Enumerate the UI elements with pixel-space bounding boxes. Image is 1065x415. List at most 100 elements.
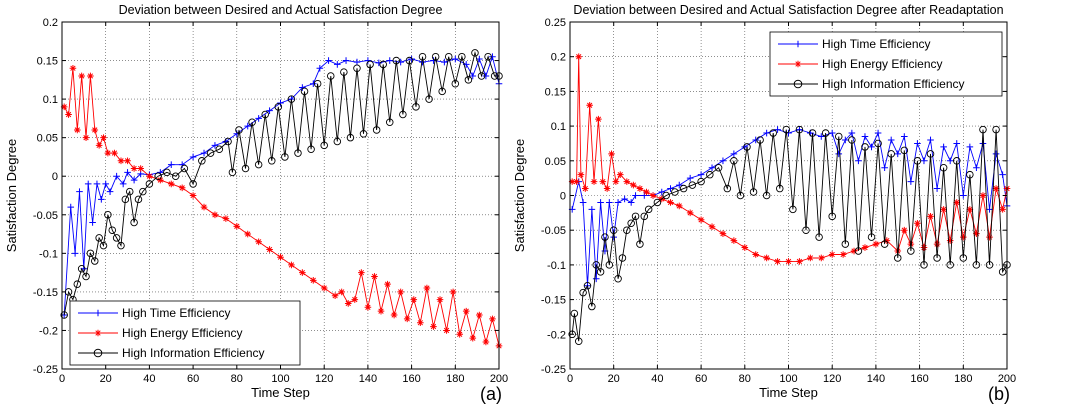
data-point	[730, 237, 738, 244]
series-line	[63, 55, 500, 316]
x-tick-label: 60	[187, 373, 199, 385]
data-point	[697, 171, 705, 178]
legend-entry: High Information Efficiency	[122, 346, 265, 360]
data-point	[340, 68, 348, 76]
legend-marker	[793, 79, 803, 89]
data-point	[959, 254, 968, 262]
data-point	[125, 187, 134, 196]
data-point	[384, 280, 391, 288]
x-tick-label: 0	[59, 373, 65, 385]
data-point	[353, 64, 361, 73]
data-point	[979, 192, 987, 199]
data-point	[451, 79, 460, 88]
data-point	[973, 230, 980, 237]
data-point	[93, 180, 101, 188]
series-line	[571, 129, 1008, 342]
data-point	[675, 202, 683, 210]
data-point	[881, 164, 888, 172]
data-point	[855, 157, 862, 165]
data-point	[985, 261, 994, 269]
data-point	[581, 185, 589, 192]
data-point	[901, 226, 908, 234]
y-tick-label: 0.2	[551, 52, 566, 64]
data-point	[741, 244, 749, 251]
data-point	[946, 237, 954, 244]
data-point	[163, 168, 171, 177]
data-point	[999, 206, 1006, 213]
data-point	[998, 268, 1007, 276]
data-point	[835, 132, 843, 141]
data-point	[418, 52, 427, 61]
x-tick-label: 20	[608, 373, 620, 385]
data-point	[255, 115, 262, 122]
data-point	[719, 157, 727, 165]
data-point	[960, 233, 967, 241]
data-point	[228, 168, 237, 177]
data-point	[342, 57, 350, 64]
data-point	[309, 80, 317, 87]
data-point	[763, 129, 770, 137]
data-point	[452, 55, 459, 63]
data-point	[167, 180, 175, 188]
y-tick-label: 0	[560, 191, 566, 203]
data-point	[927, 136, 934, 144]
data-point	[320, 141, 328, 150]
data-point	[178, 184, 186, 192]
data-point	[78, 72, 85, 80]
data-point	[130, 176, 138, 184]
x-axis-label: Time Step	[759, 385, 818, 400]
x-tick-label: 40	[651, 373, 663, 385]
data-point	[828, 129, 836, 137]
data-point	[235, 126, 243, 134]
data-point	[880, 240, 889, 248]
data-point	[438, 87, 446, 96]
data-point	[802, 226, 810, 234]
panel-label: (a)	[480, 384, 502, 404]
data-point	[112, 234, 121, 242]
data-point	[482, 338, 490, 346]
data-point	[104, 149, 112, 157]
chart-title: Deviation between Desired and Actual Sat…	[119, 3, 443, 17]
data-point	[708, 223, 716, 231]
legend: High Time Efficiency High Energy Efficien…	[769, 31, 1003, 97]
data-point	[111, 149, 118, 157]
data-point	[762, 191, 771, 200]
x-tick-label: 80	[739, 373, 751, 385]
legend-entry: High Time Efficiency	[822, 37, 931, 51]
data-point	[940, 206, 947, 213]
data-point	[926, 150, 935, 158]
data-point	[621, 195, 628, 203]
data-point	[86, 249, 95, 258]
data-point	[405, 56, 414, 65]
data-point	[266, 107, 273, 114]
data-point	[828, 251, 836, 258]
data-point	[67, 203, 75, 211]
y-tick-label: -0.2	[547, 329, 566, 341]
data-point	[616, 171, 624, 178]
data-point	[338, 288, 345, 296]
data-point	[307, 145, 315, 153]
data-point	[933, 240, 941, 248]
data-point	[614, 199, 622, 206]
data-point	[623, 178, 631, 185]
data-point	[933, 185, 941, 192]
data-point	[752, 251, 760, 258]
data-point	[653, 198, 662, 207]
data-point	[327, 72, 335, 80]
data-point	[588, 206, 596, 213]
data-point	[288, 261, 295, 269]
data-point	[662, 191, 670, 200]
data-point	[124, 157, 131, 165]
data-point	[596, 268, 605, 276]
data-point	[608, 150, 615, 158]
data-point	[574, 337, 583, 345]
data-point	[883, 237, 891, 244]
data-point	[640, 192, 648, 199]
data-point	[76, 188, 83, 195]
data-point	[397, 288, 404, 296]
data-point	[658, 188, 666, 196]
data-point	[887, 136, 895, 144]
data-point	[835, 150, 843, 158]
data-point	[146, 172, 153, 180]
data-point	[979, 140, 987, 147]
